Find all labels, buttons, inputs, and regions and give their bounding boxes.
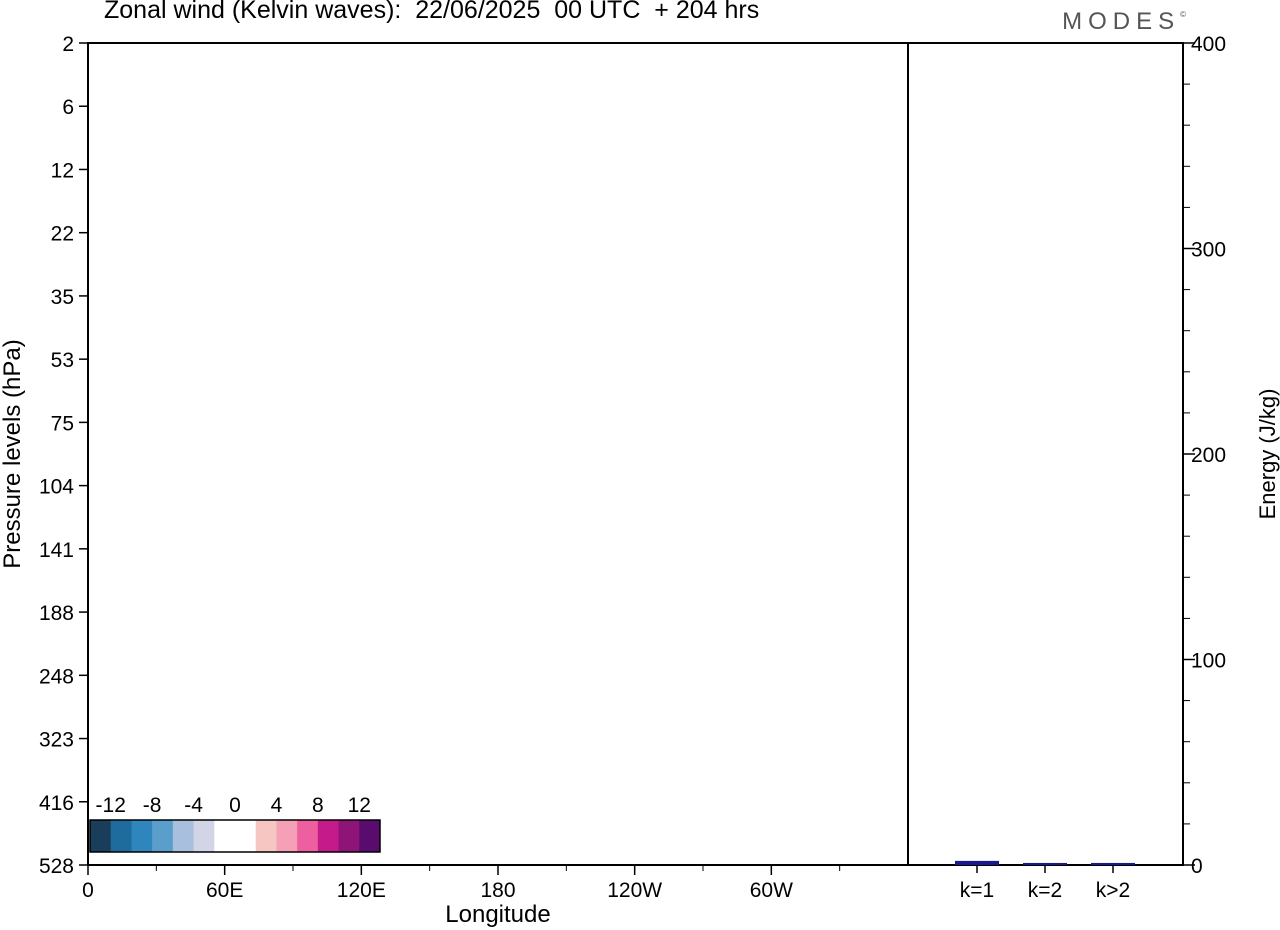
contour-band [122, 43, 213, 159]
x-tick-label: 60W [750, 879, 793, 902]
bar-category-label: k>2 [1096, 879, 1130, 902]
x-tick-label: 180 [480, 879, 515, 902]
colorbar-label: -8 [143, 794, 162, 817]
bar-category-label: k=2 [1028, 879, 1062, 902]
contour-band [570, 276, 631, 357]
wind-anomaly-11 [153, 411, 274, 583]
colorbar-swatch [110, 820, 132, 852]
bar-category-label: k=1 [960, 879, 994, 902]
wind-anomaly-13 [766, 350, 891, 520]
x-tick-label: 120W [607, 879, 662, 902]
x-tick-label: 0 [82, 879, 94, 902]
y-tick-label: 188 [39, 602, 74, 625]
colorbar-swatch [172, 820, 195, 852]
y-tick-label: 104 [39, 476, 74, 499]
colorbar-swatch [152, 820, 174, 852]
y-tick-label: 53 [51, 349, 74, 372]
energy-tick-label: 300 [1191, 239, 1226, 262]
brand-logo: MODES© [1062, 8, 1186, 36]
colorbar-swatch [90, 820, 112, 852]
y-tick-label: 75 [51, 412, 74, 435]
colorbar-frame [89, 819, 381, 853]
energy-bar [955, 860, 999, 865]
x-axis: 0 60E 120E 180 120W 60W [82, 865, 841, 902]
colorbar-label: 12 [348, 794, 371, 817]
y-tick-label: 248 [39, 665, 74, 688]
chart-title: Zonal wind (Kelvin waves): 22/06/2025 00… [104, 0, 760, 24]
brand-mark: © [1180, 10, 1186, 19]
contour-band [823, 527, 908, 697]
y-tick-label: 12 [51, 159, 74, 182]
contour-band [350, 43, 532, 237]
contour-band [369, 463, 490, 635]
colorbar-label: -12 [96, 794, 126, 817]
wind-anomaly-9 [634, 43, 727, 158]
y-tick-label: 2 [62, 33, 74, 56]
colorbar-label: 0 [229, 794, 241, 817]
energy-axis: 0 100 200 300 400 [1183, 33, 1226, 878]
y-tick-label: 416 [39, 792, 74, 815]
energy-axis-label: Energy (J/kg) [1255, 389, 1280, 520]
energy-tick-label: 200 [1191, 444, 1226, 467]
contour-band [634, 43, 727, 158]
energy-tick-label: 100 [1191, 650, 1226, 673]
colorbar-swatch [193, 820, 215, 852]
energy-tick-label: 0 [1191, 855, 1203, 878]
y-tick-label: 35 [51, 286, 74, 309]
colorbar-swatch [131, 820, 153, 852]
energy-bar [1091, 862, 1135, 865]
contour-band [766, 350, 891, 520]
wind-anomaly-12 [823, 527, 908, 697]
energy-tick-label: 400 [1191, 33, 1226, 56]
colorbar-swatch [214, 820, 236, 852]
y-tick-label: 528 [39, 855, 74, 878]
colorbar-label: 8 [312, 794, 324, 817]
wind-anomaly-14 [122, 43, 213, 159]
x-axis-label: Longitude [445, 901, 550, 928]
wind-anomaly-4 [369, 463, 490, 635]
colorbar: -12 -8 -4 0 4 8 12 [89, 794, 381, 853]
colorbar-swatch [235, 820, 257, 852]
x-tick-label: 120E [337, 879, 386, 902]
wind-anomaly-15 [570, 276, 631, 357]
y-axis: 2 6 12 22 35 53 75 104 141 188 248 323 416 528 [39, 33, 88, 878]
x-tick-label: 60E [206, 879, 243, 902]
colorbar-label: -4 [184, 794, 203, 817]
wind-contour-field [88, 43, 908, 722]
colorbar-swatch [276, 820, 298, 852]
y-tick-label: 22 [51, 223, 74, 246]
colorbar-swatch [255, 820, 277, 852]
colorbar-swatch [338, 820, 360, 852]
colorbar-swatch [297, 820, 319, 852]
energy-bar [1023, 862, 1067, 865]
contour-band [153, 411, 274, 583]
y-tick-label: 323 [39, 729, 74, 752]
colorbar-swatch [359, 820, 381, 852]
y-tick-label: 141 [39, 539, 74, 562]
y-axis-label: Pressure levels (hPa) [0, 339, 26, 568]
energy-bars: k=1 k=2 k>2 [955, 860, 1135, 902]
colorbar-swatch [317, 820, 340, 852]
brand-text: MODES [1062, 8, 1181, 35]
y-tick-label: 6 [62, 96, 74, 119]
energy-panel-frame [907, 42, 1184, 866]
colorbar-label: 4 [271, 794, 283, 817]
wind-anomaly-7 [350, 43, 532, 237]
